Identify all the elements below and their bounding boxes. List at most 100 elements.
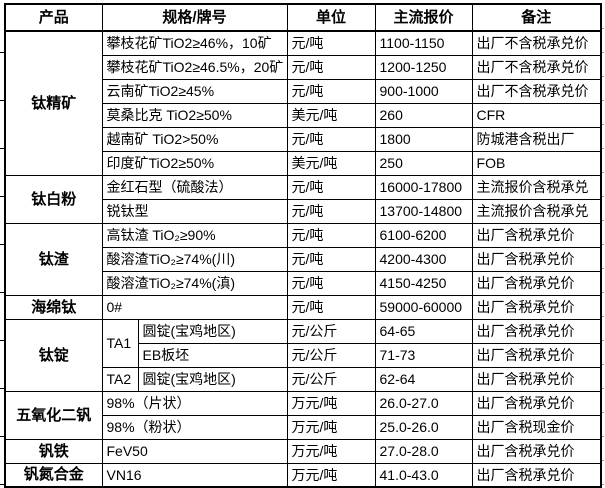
spec-cell: 98%（粉状） (101, 414, 288, 440)
note-cell: 出厂含税承兑价 (471, 366, 602, 392)
note-cell: 主流报价含税承兑 (471, 174, 602, 200)
spec-cell: 越南矿 TiO2>50% (101, 126, 288, 152)
product-cell: 钒铁 (4, 438, 103, 464)
price-cell: 71-73 (374, 342, 473, 368)
price-cell: 260 (374, 102, 473, 128)
note-cell: 出厂不含税承兑价 (471, 30, 602, 56)
unit-cell: 元/公斤 (286, 318, 376, 344)
note-cell: 出厂含税承兑价 (471, 222, 602, 248)
spec-cell: 圆锭(宝鸡地区) (137, 318, 288, 344)
header-unit: 单位 (286, 3, 376, 32)
spec-cell: VN16 (101, 462, 288, 488)
price-cell: 6100-6200 (374, 222, 473, 248)
spec-cell: 锐钛型 (101, 198, 288, 224)
price-cell: 1100-1150 (374, 30, 473, 56)
note-cell: 出厂不含税承兑价 (471, 78, 602, 104)
unit-cell: 元/公斤 (286, 366, 376, 392)
spec-cell: 印度矿TiO2≥50% (101, 150, 288, 176)
spec-cell: FeV50 (101, 438, 288, 464)
unit-cell: 万元/吨 (286, 438, 376, 464)
note-cell: 出厂含税承兑价 (471, 438, 602, 464)
price-cell: 1800 (374, 126, 473, 152)
price-cell: 16000-17800 (374, 174, 473, 200)
product-cell: 五氧化二钒 (4, 390, 103, 440)
table-row: 攀枝花矿TiO2≥46.5%，20矿 元/吨 1200-1250 出厂不含税承兑… (5, 54, 602, 80)
spec-cell: EB板坯 (137, 342, 288, 368)
note-cell: 出厂含税承兑价 (471, 462, 602, 488)
unit-cell: 万元/吨 (286, 414, 376, 440)
left-crop-ticks (0, 52, 4, 486)
spec-cell: 酸溶渣TiO₂≥74%(川) (101, 246, 288, 272)
note-cell: 主流报价含税承兑 (471, 198, 602, 224)
table-row: 云南矿TiO2≥45% 元/吨 900-1000 出厂不含税承兑价 (5, 78, 602, 104)
price-cell: 62-64 (374, 366, 473, 392)
price-cell: 26.0-27.0 (374, 390, 473, 416)
note-cell: 出厂含税承兑价 (471, 390, 602, 416)
table-row: 钛锭 TA1 圆锭(宝鸡地区) 元/公斤 64-65 出厂含税承兑价 (4, 318, 602, 392)
unit-cell: 元/吨 (286, 294, 376, 320)
table-row: 海绵钛 0# 元/吨 59000-60000 出厂含税承兑价 (4, 294, 602, 320)
product-cell: 海绵钛 (4, 294, 103, 320)
table-row: 钒铁 FeV50 万元/吨 27.0-28.0 出厂含税承兑价 (4, 438, 602, 464)
unit-cell: 元/吨 (286, 246, 376, 272)
product-cell: 钛渣 (4, 222, 103, 296)
header-row: 产品 规格/牌号 单位 主流报价 备注 (4, 3, 602, 32)
table-row: 钛白粉 金红石型（硫酸法） 元/吨 16000-17800 主流报价含税承兑 (4, 174, 602, 224)
product-cell: 钒氮合金 (4, 462, 103, 488)
table-row: TA2 圆锭(宝鸡地区) 元/公斤 62-64 出厂含税承兑价 (5, 366, 602, 392)
spec-cell: 金红石型（硫酸法） (101, 174, 288, 200)
table-row: 越南矿 TiO2>50% 元/吨 1800 防城港含税出厂 (5, 126, 602, 152)
price-cell: 64-65 (374, 318, 473, 344)
header-product: 产品 (4, 3, 103, 32)
table-row: 锐钛型 元/吨 13700-14800 主流报价含税承兑 (5, 198, 602, 224)
price-cell: 13700-14800 (374, 198, 473, 224)
table-row: 钛精矿 攀枝花矿TiO2≥46%，10矿 元/吨 1100-1150 出厂不含税… (4, 30, 602, 176)
brand-cell: TA1 (101, 318, 139, 368)
note-cell: 出厂含税承兑价 (471, 318, 602, 344)
header-spec: 规格/牌号 (101, 3, 288, 32)
spec-cell: 莫桑比克 TiO2≥50% (101, 102, 288, 128)
unit-cell: 元/吨 (286, 30, 376, 56)
commodity-price-table: 产品 规格/牌号 单位 主流报价 备注 钛精矿 攀枝花矿TiO2≥46%，10矿… (4, 3, 603, 488)
spec-cell: 酸溶渣TiO₂≥74%(滇) (101, 270, 288, 296)
note-cell: 防城港含税出厂 (471, 126, 602, 152)
spec-cell: 0# (101, 294, 288, 320)
header-price: 主流报价 (374, 3, 473, 32)
price-cell: 4150-4250 (374, 270, 473, 296)
unit-cell: 美元/吨 (286, 150, 376, 176)
right-crop-ticks (601, 28, 604, 486)
spec-cell: 高钛渣 TiO₂≥90% (101, 222, 288, 248)
price-cell: 900-1000 (374, 78, 473, 104)
unit-cell: 元/吨 (286, 78, 376, 104)
table-row: 钒氮合金 VN16 万元/吨 41.0-43.0 出厂含税承兑价 (4, 462, 602, 488)
price-cell: 1200-1250 (374, 54, 473, 80)
spec-cell: 云南矿TiO2≥45% (101, 78, 288, 104)
unit-cell: 美元/吨 (286, 102, 376, 128)
unit-cell: 元/吨 (286, 126, 376, 152)
spec-cell: 圆锭(宝鸡地区) (137, 366, 288, 392)
note-cell: 出厂含税承兑价 (471, 246, 602, 272)
header-note: 备注 (471, 3, 602, 32)
price-cell: 41.0-43.0 (374, 462, 473, 488)
price-cell: 4200-4300 (374, 246, 473, 272)
unit-cell: 元/吨 (286, 54, 376, 80)
unit-cell: 元/吨 (286, 222, 376, 248)
table-row: 酸溶渣TiO₂≥74%(川) 元/吨 4200-4300 出厂含税承兑价 (5, 246, 602, 272)
spec-cell: 攀枝花矿TiO2≥46.5%，20矿 (101, 54, 288, 80)
price-cell: 25.0-26.0 (374, 414, 473, 440)
product-cell: 钛白粉 (4, 174, 103, 224)
price-cell: 27.0-28.0 (374, 438, 473, 464)
table-row: 98%（粉状） 万元/吨 25.0-26.0 出厂含税现金价 (5, 414, 602, 440)
unit-cell: 万元/吨 (286, 462, 376, 488)
note-cell: 出厂含税承兑价 (471, 342, 602, 368)
note-cell: 出厂不含税承兑价 (471, 54, 602, 80)
unit-cell: 元/公斤 (286, 342, 376, 368)
table-row: 钛渣 高钛渣 TiO₂≥90% 元/吨 6100-6200 出厂含税承兑价 (4, 222, 602, 296)
price-cell: 250 (374, 150, 473, 176)
unit-cell: 元/吨 (286, 174, 376, 200)
product-cell: 钛精矿 (4, 30, 103, 176)
note-cell: FOB (471, 150, 602, 176)
unit-cell: 元/吨 (286, 198, 376, 224)
spec-cell: 98%（片状） (101, 390, 288, 416)
table-row: 印度矿TiO2≥50% 美元/吨 250 FOB (5, 150, 602, 176)
